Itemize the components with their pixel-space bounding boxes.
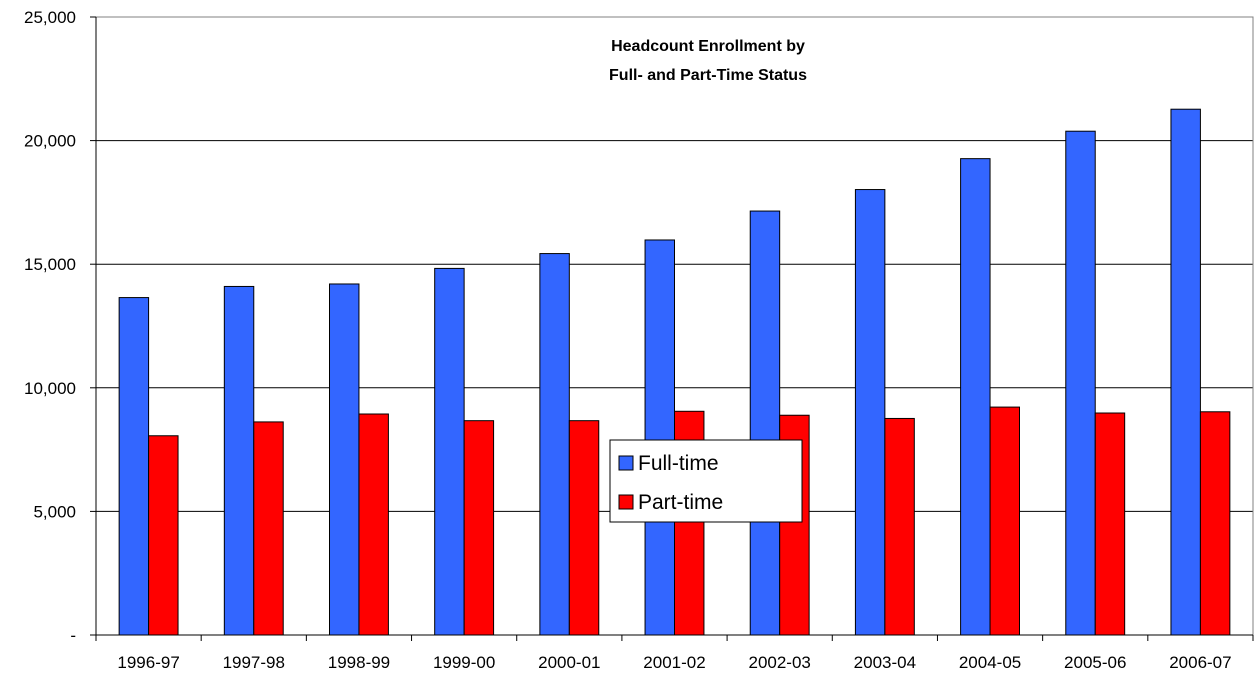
legend-swatch-part-time (618, 494, 634, 510)
x-tick-label: 1999-00 (433, 653, 495, 672)
y-tick-label: 10,000 (24, 379, 76, 398)
legend-label-part-time: Part-time (638, 491, 723, 514)
bars (118, 108, 1231, 636)
bar-full-time-2006-07 (1170, 108, 1201, 636)
legend-box (609, 439, 803, 523)
legend-swatch-full-time (618, 455, 634, 471)
bar-full-time-2001-02 (644, 239, 675, 636)
bar-full-time-1998-99 (329, 283, 360, 636)
legend-label-full-time: Full-time (638, 452, 719, 475)
x-tick-label: 2002-03 (748, 653, 810, 672)
axes (90, 16, 1254, 641)
y-tick-labels: - 5,000 10,000 15,000 20,000 25,000 (24, 8, 76, 645)
chart-title: Headcount Enrollment by (611, 38, 805, 55)
x-tick-label: 2006-07 (1169, 653, 1231, 672)
bar-full-time-2002-03 (749, 210, 781, 636)
y-tick-label: - (70, 626, 76, 645)
x-tick-label: 2004-05 (959, 653, 1021, 672)
x-tick-labels: 1996-97 1997-98 1998-99 1999-00 2000-01 2001-… (117, 653, 1231, 672)
bar-part-time-2006-07 (1199, 411, 1231, 636)
bar-part-time-2000-01 (568, 420, 600, 636)
bar-part-time-2005-06 (1094, 412, 1126, 636)
chart-subtitle: Full- and Part-Time Status (609, 67, 807, 84)
bar-full-time-1997-98 (223, 285, 255, 636)
y-tick-label: 15,000 (24, 255, 76, 274)
bar-part-time-1998-99 (358, 413, 389, 636)
bar-part-time-1997-98 (253, 421, 284, 636)
x-tick-label: 1997-98 (223, 653, 285, 672)
bar-full-time-2004-05 (960, 158, 991, 636)
x-tick-label: 2005-06 (1064, 653, 1126, 672)
y-tick-label: 5,000 (33, 502, 76, 521)
bar-part-time-2003-04 (884, 417, 915, 636)
bar-full-time-2000-01 (539, 253, 570, 636)
y-tick-label: 20,000 (24, 132, 76, 151)
x-tick-label: 2000-01 (538, 653, 600, 672)
bar-part-time-2004-05 (989, 406, 1020, 636)
bar-full-time-2003-04 (854, 189, 886, 636)
bar-part-time-1996-97 (148, 435, 179, 636)
x-tick-label: 2003-04 (854, 653, 916, 672)
x-tick-label: 1996-97 (117, 653, 179, 672)
legend: Full-time Part-time (609, 439, 803, 523)
bar-full-time-1999-00 (434, 267, 465, 636)
bar-part-time-1999-00 (463, 420, 495, 636)
bar-full-time-1996-97 (118, 297, 150, 636)
x-tick-label: 1998-99 (328, 653, 390, 672)
bar-full-time-2005-06 (1065, 130, 1096, 636)
x-tick-label: 2001-02 (643, 653, 705, 672)
y-tick-label: 25,000 (24, 8, 76, 27)
